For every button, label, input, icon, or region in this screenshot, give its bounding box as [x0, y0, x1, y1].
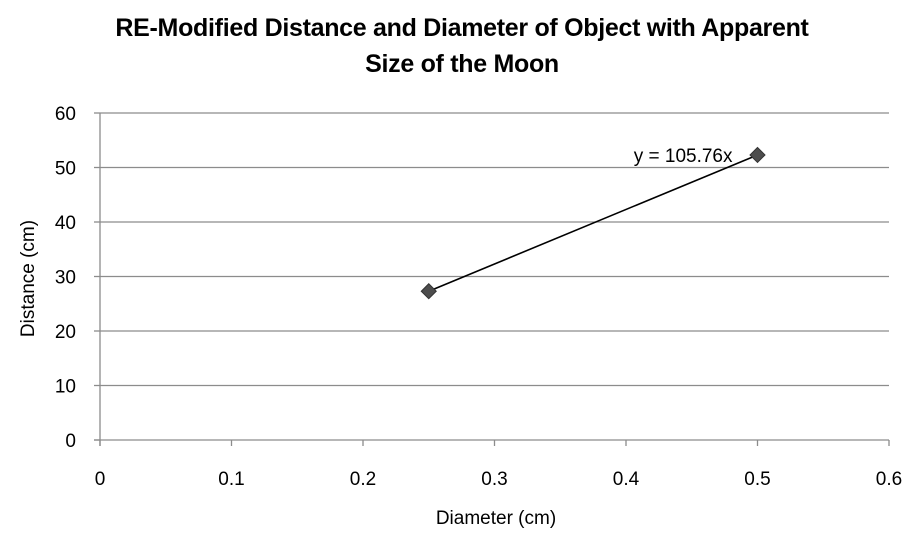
y-tick-label: 60 — [55, 104, 76, 125]
chart-title-line-1: RE-Modified Distance and Diameter of Obj… — [115, 14, 809, 42]
y-tick-label: 0 — [65, 431, 76, 452]
data-point-marker — [749, 146, 766, 164]
x-tick-label: 0.3 — [481, 469, 507, 490]
gridlines — [100, 112, 889, 387]
chart-title-line-2: Size of the Moon — [365, 50, 559, 78]
y-tick-label: 20 — [55, 322, 76, 343]
x-axis-ticks: 0 0.1 0.2 0.3 0.4 0.5 0.6 — [95, 440, 902, 490]
data-point-marker — [420, 283, 437, 300]
y-tick-label: 50 — [55, 159, 76, 180]
x-tick-label: 0.4 — [613, 469, 640, 490]
chart-title: RE-Modified Distance and Diameter of Obj… — [0, 10, 924, 82]
x-tick-label: 0.5 — [744, 469, 770, 490]
x-tick-label: 0.6 — [876, 469, 902, 490]
trendline — [428, 154, 758, 292]
x-tick-label: 0.2 — [350, 469, 376, 490]
y-axis-ticks: 0 10 20 30 40 50 60 — [55, 104, 100, 452]
x-tick-label: 0 — [95, 469, 106, 490]
y-tick-label: 30 — [55, 268, 76, 289]
y-axis-title: Distance (cm) — [18, 220, 39, 337]
x-axis-title: Diameter (cm) — [436, 508, 556, 529]
data-points — [420, 146, 766, 300]
y-tick-label: 40 — [55, 213, 76, 234]
x-tick-label: 0.1 — [218, 469, 244, 490]
y-tick-label: 10 — [55, 377, 76, 398]
trendline-equation: y = 105.76x — [634, 146, 733, 167]
